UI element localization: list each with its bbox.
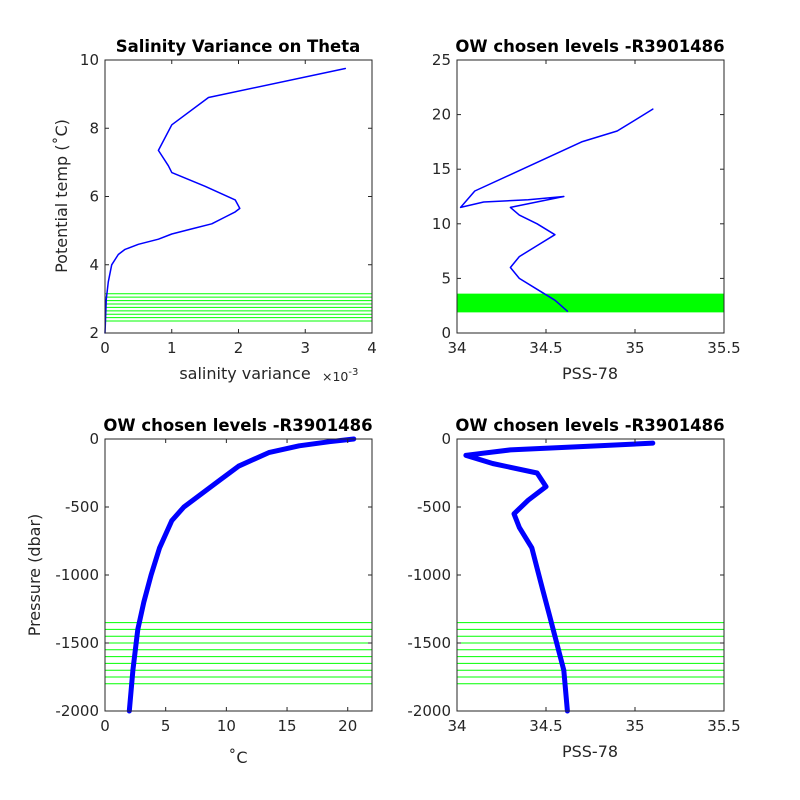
x-tick-label: 20 [338,717,357,735]
panel-3-title: OW chosen levels -R3901486 [103,416,372,435]
y-tick-label: 15 [432,160,451,178]
x-tick-label: 34.5 [529,339,562,357]
y-tick-label: 2 [89,324,99,342]
panel-2-title: OW chosen levels -R3901486 [455,37,724,56]
x-tick-label: 15 [277,717,296,735]
panel-4-x-label: PSS-78 [562,742,618,761]
panel-1-y-label: Potential temp (˚C) [52,119,71,273]
y-tick-label: 8 [89,119,99,137]
x-tick-label: 4 [367,339,377,357]
y-tick-label: 20 [432,106,451,124]
y-tick-label: -2000 [407,702,451,720]
x-tick-label: 34 [447,339,466,357]
panel-1-x-exponent-base: ×10 [322,369,348,384]
x-tick-label: 34 [447,717,466,735]
x-tick-label: 0 [100,717,110,735]
y-tick-label: 10 [432,215,451,233]
chosen-levels [105,622,372,685]
y-tick-label: 6 [89,188,99,206]
x-tick-label: 35 [625,717,644,735]
chosen-levels [105,293,372,322]
panel-1-x-exponent: ×10-3 [322,367,358,384]
x-tick-label: 35 [625,339,644,357]
y-tick-label: -500 [417,498,451,516]
panel-ow-salinity-pressure: OW chosen levels -R3901486 34 34.5 35 35.5 0… [407,416,740,761]
panel-3-plot-area: 0 5 10 15 20 0 -500 -1000 -1500 -2000 [55,430,373,735]
axes-box [456,59,725,334]
y-tick-label: -1000 [407,566,451,584]
y-tick-label: 0 [89,430,99,448]
panel-1-title: Salinity Variance on Theta [116,37,361,56]
chosen-levels [457,622,724,685]
y-tick-label: -1000 [55,566,99,584]
series-line [104,67,347,334]
y-tick-label: 10 [80,51,99,69]
y-tick-label: 0 [441,324,451,342]
series-line [459,108,654,312]
x-tick-label: 35.5 [707,339,740,357]
x-tick-label: 0 [100,339,110,357]
panel-ow-salinity-theta: OW chosen levels -R3901486 34 34.5 35 35.5 0… [432,37,741,383]
panel-4-plot-area: 34 34.5 35 35.5 0 -500 -1000 -1500 -2000 [407,430,740,735]
y-tick-label: 0 [441,430,451,448]
series-line [463,440,656,714]
y-tick-label: 5 [441,269,451,287]
series-line [126,436,357,714]
y-tick-label: -1500 [55,634,99,652]
panel-3-y-label: Pressure (dbar) [25,514,44,637]
x-tick-label: 34.5 [529,717,562,735]
plot-background [457,60,724,333]
y-tick-label: -500 [65,498,99,516]
x-tick-label: 35.5 [707,717,740,735]
panel-4-title: OW chosen levels -R3901486 [455,416,724,435]
panel-3-x-label: ˚C [228,748,247,767]
x-tick-label: 3 [300,339,310,357]
plot-background [457,439,724,711]
panel-1-plot-area: 0 1 2 3 4 2 4 6 8 10 [80,51,377,357]
x-tick-label: 2 [234,339,244,357]
y-tick-label: -1500 [407,634,451,652]
y-tick-label: -2000 [55,702,99,720]
y-tick-label: 4 [89,256,99,274]
x-tick-label: 1 [167,339,177,357]
panel-salinity-variance: Salinity Variance on Theta 0 1 2 3 4 2 4 6 8 10 s… [52,37,377,384]
panel-1-x-exponent-power: -3 [348,367,358,378]
x-tick-label: 5 [161,717,171,735]
panel-ow-temp-pressure: OW chosen levels -R3901486 0 5 10 15 20 0 -500… [25,416,373,767]
panel-1-x-label: salinity variance [179,364,310,383]
plot-background [105,60,372,333]
chosen-levels [457,293,724,313]
x-tick-label: 10 [217,717,236,735]
panel-2-x-label: PSS-78 [562,364,618,383]
panel-2-plot-area: 34 34.5 35 35.5 0 5 10 15 20 25 [432,51,741,357]
y-tick-label: 25 [432,51,451,69]
